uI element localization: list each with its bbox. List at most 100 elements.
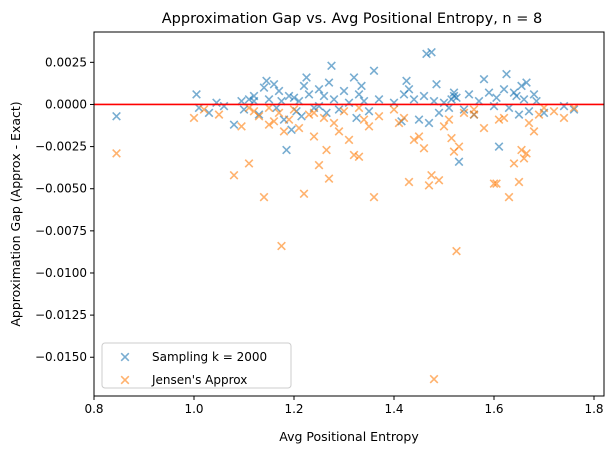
data-point-0-15 (269, 79, 279, 89)
data-point-0-53 (409, 95, 419, 104)
data-point-1-75 (494, 115, 504, 124)
data-point-0-91 (569, 105, 579, 114)
data-point-0-17 (274, 86, 284, 96)
data-point-1-55 (492, 179, 501, 189)
data-point-0-46 (369, 66, 379, 76)
data-point-0-26 (297, 111, 306, 121)
data-point-0-9 (244, 95, 254, 104)
data-point-0-48 (389, 98, 399, 108)
data-point-1-68 (569, 103, 579, 113)
data-point-1-14 (279, 127, 289, 136)
data-point-0-45 (364, 106, 374, 116)
data-point-1-51 (459, 108, 469, 118)
y-tick-label: −0.0100 (35, 266, 87, 280)
data-point-0-5 (219, 101, 229, 111)
data-point-0-93 (314, 101, 324, 111)
data-point-0-43 (357, 81, 366, 91)
data-point-1-2 (199, 105, 209, 114)
data-point-1-20 (309, 132, 319, 141)
data-point-1-38 (409, 135, 419, 145)
data-point-1-63 (524, 118, 534, 128)
data-point-1-34 (374, 111, 384, 121)
data-point-0-59 (429, 96, 439, 106)
data-point-1-73 (394, 118, 404, 128)
data-point-0-58 (427, 47, 436, 57)
y-axis-label: Approximation Gap (Approx - Exact) (8, 101, 23, 326)
data-point-1-37 (404, 177, 414, 187)
data-point-0-85 (522, 78, 531, 87)
data-point-1-58 (509, 159, 519, 168)
data-point-1-64 (529, 127, 539, 136)
data-point-1-1 (189, 113, 199, 123)
data-point-0-27 (299, 81, 309, 91)
data-point-1-35 (389, 105, 399, 114)
data-point-0-82 (514, 110, 524, 119)
data-point-1-15 (284, 115, 294, 124)
data-point-1-53 (479, 123, 489, 133)
data-point-1-39 (414, 132, 424, 141)
data-point-1-0 (112, 148, 121, 158)
data-point-0-81 (512, 91, 521, 101)
data-point-0-78 (502, 69, 511, 79)
data-point-0-12 (259, 83, 269, 92)
data-point-0-33 (322, 108, 331, 118)
legend: Sampling k = 2000 Jensen's Approx (101, 342, 292, 389)
data-point-0-14 (264, 95, 274, 104)
data-point-0-94 (449, 88, 459, 98)
data-point-0-61 (434, 108, 444, 118)
data-point-0-66 (452, 93, 461, 103)
data-point-0-21 (284, 91, 294, 101)
data-point-1-72 (354, 103, 364, 113)
data-point-0-79 (504, 103, 514, 113)
data-point-1-69 (244, 103, 254, 113)
data-point-0-7 (237, 96, 246, 106)
data-point-1-65 (534, 110, 544, 119)
data-point-1-3 (214, 110, 224, 119)
data-point-0-54 (414, 115, 424, 124)
y-tick-label: 0.0025 (45, 55, 87, 69)
data-point-1-57 (504, 192, 514, 202)
x-tick-label: 1.8 (584, 402, 603, 416)
y-tick-label: −0.0025 (35, 140, 87, 154)
data-point-0-52 (404, 84, 414, 94)
legend-box (101, 342, 292, 389)
data-point-0-3 (204, 108, 214, 118)
data-point-0-38 (339, 86, 349, 96)
data-point-1-9 (259, 192, 269, 202)
data-point-0-68 (459, 105, 469, 114)
data-point-1-40 (419, 143, 429, 153)
data-point-1-67 (559, 113, 569, 123)
chart-title: Approximation Gap vs. Avg Positional Ent… (162, 11, 542, 27)
data-point-0-35 (327, 61, 336, 71)
data-point-0-84 (519, 95, 529, 104)
data-point-0-25 (294, 96, 304, 106)
data-point-0-92 (249, 96, 259, 106)
data-point-0-29 (304, 89, 314, 99)
data-point-1-29 (349, 150, 359, 160)
data-point-0-2 (194, 103, 204, 113)
data-point-1-24 (324, 174, 334, 183)
data-point-1-19 (304, 110, 314, 119)
data-point-0-83 (517, 81, 526, 91)
legend-marker-jensen (120, 375, 130, 385)
data-point-1-4 (229, 170, 239, 180)
data-point-0-87 (529, 89, 539, 99)
data-point-1-46 (444, 115, 454, 124)
data-point-1-74 (469, 105, 479, 114)
data-point-1-23 (322, 145, 331, 155)
data-point-0-18 (277, 96, 286, 106)
plot-area (94, 47, 604, 384)
data-point-0-69 (464, 89, 474, 99)
data-point-1-11 (269, 116, 279, 126)
y-tick-label: −0.0150 (35, 350, 87, 364)
data-point-1-28 (344, 135, 354, 145)
data-point-0-8 (239, 105, 249, 114)
data-point-1-8 (254, 111, 264, 121)
data-point-1-61 (519, 154, 529, 163)
data-point-1-21 (314, 160, 324, 170)
data-point-0-23 (289, 93, 299, 103)
data-point-0-88 (532, 96, 541, 106)
data-point-0-41 (352, 113, 361, 123)
data-point-0-34 (324, 78, 334, 87)
data-point-1-41 (424, 180, 434, 190)
